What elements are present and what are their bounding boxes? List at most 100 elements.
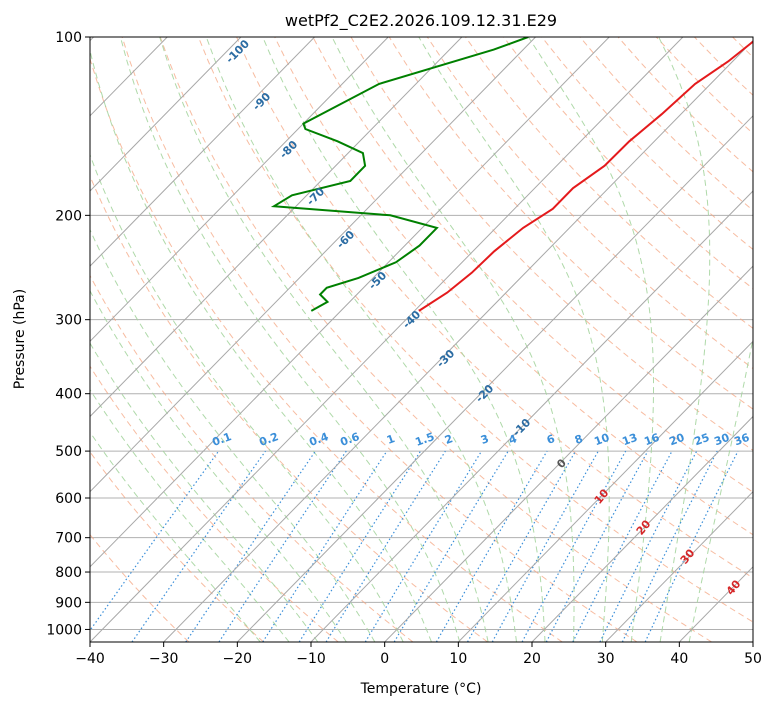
mixing-ratio-label: 2	[443, 432, 455, 447]
x-tick-label: 0	[380, 651, 389, 667]
moist-adiabats	[90, 37, 753, 642]
mixing-ratio-label: 1	[385, 432, 397, 447]
mixing-ratio-line	[545, 450, 649, 642]
y-axis-label: Pressure (hPa)	[12, 289, 28, 389]
dry-adiabat	[90, 365, 339, 642]
dewpoint-line	[270, 37, 529, 312]
moist-adiabat	[418, 37, 610, 642]
moist-adiabat	[90, 48, 432, 642]
mixing-ratio-line	[521, 450, 627, 642]
mixing-ratio-line	[298, 450, 422, 642]
y-axis: 100 200 300 400 500 600 700 800 900 1000	[46, 30, 90, 638]
mixing-ratio-label: 20	[667, 431, 686, 449]
y-tick-label: 700	[55, 531, 82, 547]
moist-adiabat	[159, 37, 489, 642]
dry-adiabat	[312, 37, 753, 493]
x-tick-label: −30	[149, 651, 179, 667]
sounding-lines	[270, 37, 753, 312]
mixing-ratio-line	[364, 450, 483, 642]
moist-adiabat	[262, 37, 546, 642]
dry-adiabat	[350, 37, 753, 451]
moist-adiabat	[658, 37, 711, 642]
mixing-ratio-line	[621, 450, 718, 642]
x-tick-label: 20	[523, 651, 541, 667]
dry-adiabat	[159, 37, 712, 642]
moist-adiabat	[90, 228, 376, 642]
x-tick-label: −20	[223, 651, 253, 667]
y-tick-label: 400	[55, 387, 82, 403]
mixing-ratio-label: 13	[620, 431, 639, 448]
y-tick-label: 900	[55, 595, 82, 611]
mixing-ratio-label: 36	[732, 431, 751, 449]
moist-adiabat	[90, 342, 319, 642]
mixing-ratio-line	[466, 450, 577, 642]
y-tick-label: 500	[55, 444, 82, 460]
moist-adiabat	[119, 37, 461, 642]
dry-adiabat	[197, 37, 753, 623]
dry-adiabat	[426, 37, 753, 370]
mixing-ratio-label: 0.1	[210, 430, 233, 449]
y-tick-label: 1000	[46, 622, 82, 638]
moist-adiabat	[90, 388, 290, 642]
isotherm-line	[90, 37, 389, 343]
mixing-ratio-label: 10	[592, 431, 611, 449]
x-tick-label: 30	[597, 651, 615, 667]
mixing-ratio-label: 6	[545, 432, 557, 447]
isotherm-line	[163, 39, 753, 642]
isotherm-line	[384, 265, 753, 642]
y-tick-label: 600	[55, 491, 82, 507]
x-tick-label: −10	[296, 651, 326, 667]
mixing-ratio-label: 8	[573, 432, 585, 447]
isotherm-line	[236, 115, 753, 642]
x-tick-label: 10	[449, 651, 467, 667]
mixing-ratio-line	[131, 450, 266, 642]
mixing-ratio-label: 16	[642, 431, 661, 449]
isotherm-line	[310, 190, 753, 642]
moist-adiabat	[527, 37, 654, 642]
mixing-ratio-line	[262, 450, 388, 642]
x-axis-label: Temperature (°C)	[360, 681, 482, 697]
moist-adiabat	[205, 37, 517, 642]
y-tick-label: 100	[55, 30, 82, 46]
mixing-ratio-label: 4	[507, 432, 519, 447]
plot-frame	[89, 36, 754, 643]
isotherm-line	[90, 37, 463, 418]
mixing-ratio-label: 30	[712, 431, 731, 449]
dry-adiabat	[121, 37, 638, 642]
moist-adiabat	[90, 289, 347, 642]
y-tick-label: 300	[55, 313, 82, 329]
mixing-ratio-label: 3	[479, 432, 491, 447]
dry-adiabat	[90, 451, 264, 642]
mixing-ratio-label: 0.2	[257, 430, 280, 449]
isotherm-line	[605, 490, 753, 642]
y-tick-label: 800	[55, 565, 82, 581]
isotherm-line	[90, 37, 315, 267]
isotherms	[90, 37, 753, 642]
mixing-ratio-label: 1.5	[413, 430, 436, 449]
isotherm-line	[457, 340, 753, 642]
temperature-line	[418, 40, 753, 312]
moist-adiabat	[90, 431, 261, 642]
y-tick-label: 200	[55, 208, 82, 224]
x-tick-label: 50	[744, 651, 762, 667]
mixing-ratio-label: 0.6	[338, 430, 361, 449]
mixing-ratio-label: 25	[692, 431, 711, 448]
mixing-ratio-label: 0.4	[307, 430, 330, 449]
mixing-ratio-line	[90, 450, 220, 632]
dry-adiabat	[236, 37, 753, 579]
isotherm-line	[90, 37, 242, 192]
dry-adiabat	[388, 37, 753, 410]
chart-title: wetPf2_C2E2.2026.109.12.31.E29	[285, 11, 557, 31]
dry-adiabat	[90, 56, 563, 642]
x-axis: −40 −30 −20 −10 0 10 20 30 40 50	[75, 642, 762, 667]
mixing-ratio-line	[599, 450, 698, 642]
dry-adiabat	[90, 175, 488, 642]
isotherm-line	[90, 37, 610, 568]
isotherm-line	[531, 415, 753, 642]
x-tick-label: 40	[670, 651, 688, 667]
mixing-ratio-line	[185, 450, 316, 642]
mixing-ratio-line	[218, 450, 347, 642]
isotherm-line	[90, 37, 684, 642]
moist-adiabat	[331, 37, 575, 642]
